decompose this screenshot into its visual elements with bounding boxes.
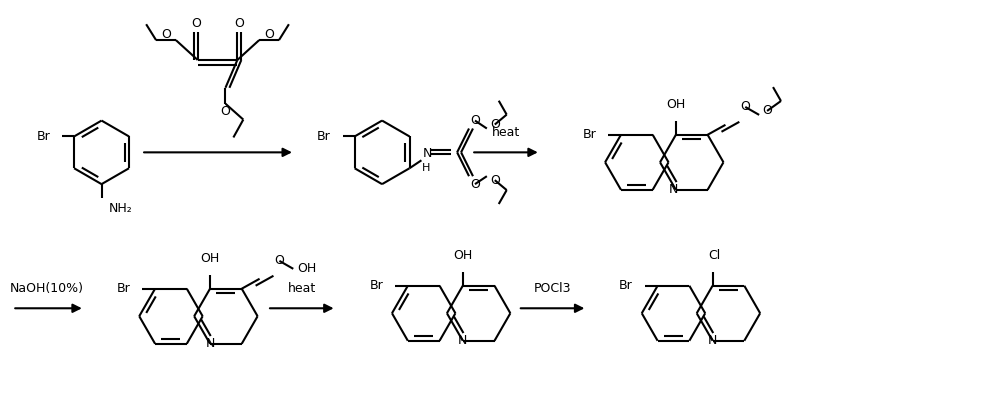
Text: O: O [740,101,750,114]
Text: O: O [234,17,244,30]
Text: OH: OH [666,98,686,111]
Text: H: H [421,163,430,173]
Text: NH₂: NH₂ [108,202,132,215]
Text: O: O [274,254,284,267]
Text: Br: Br [37,130,50,143]
Text: O: O [221,105,230,118]
Text: O: O [470,177,480,190]
Text: Cl: Cl [708,249,721,262]
Text: N: N [458,334,467,347]
Text: heat: heat [492,126,520,139]
Text: N: N [205,337,215,350]
Text: O: O [470,114,480,127]
Text: O: O [161,28,171,41]
Text: Br: Br [619,279,633,292]
Text: Br: Br [369,279,383,292]
Text: NaOH(10%): NaOH(10%) [10,282,84,295]
Text: OH: OH [297,263,316,276]
Text: POCl3: POCl3 [534,282,571,295]
Text: Br: Br [117,282,130,295]
Text: heat: heat [288,282,316,295]
Text: OH: OH [453,249,472,262]
Text: O: O [762,105,772,118]
Text: Br: Br [582,128,596,141]
Text: OH: OH [200,252,220,265]
Text: Br: Br [317,130,331,143]
Text: N: N [708,334,717,347]
Text: O: O [490,118,500,131]
Text: N: N [669,183,679,196]
Text: O: O [191,17,201,30]
Text: O: O [490,174,500,187]
Text: N: N [423,147,432,160]
Text: O: O [264,28,274,41]
